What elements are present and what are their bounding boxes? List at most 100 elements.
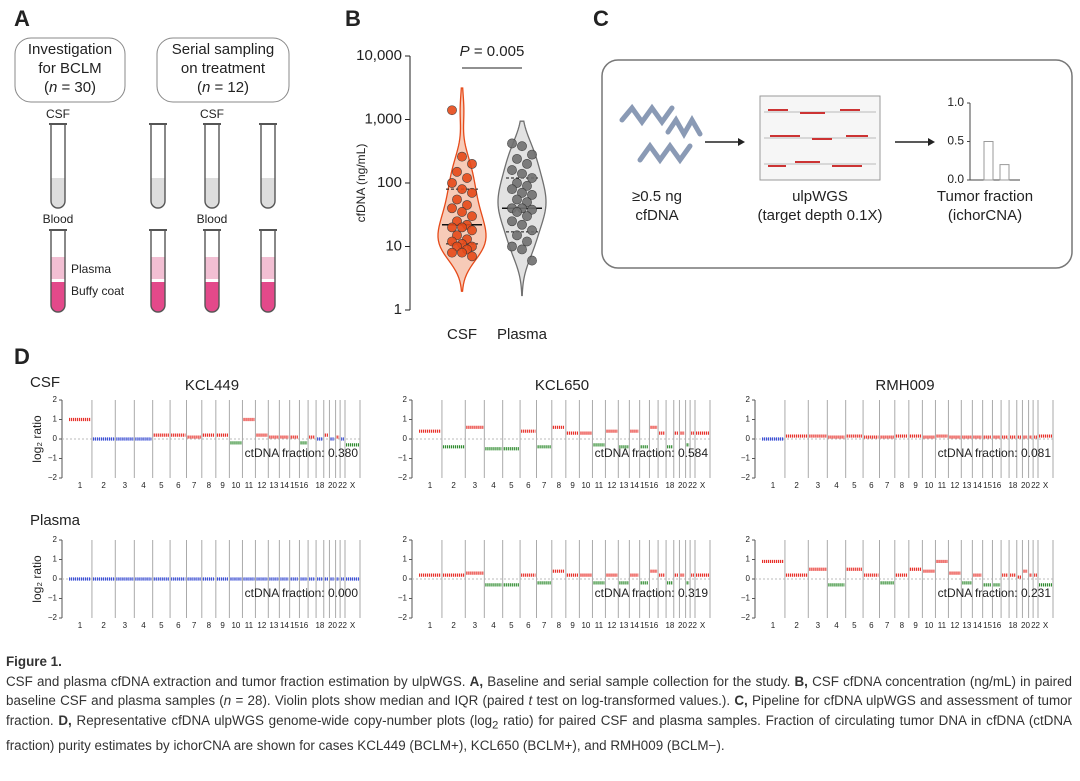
y-tick-label: 0 [53, 434, 58, 443]
tube-fluid [151, 282, 165, 312]
data-point [527, 225, 537, 236]
x-tick-label: 2 [101, 481, 106, 490]
caption-text: CSF cfDNA concentration (ng/mL) in paire… [6, 673, 1072, 709]
x-tick-label: 1 [428, 481, 433, 490]
group-n: (n = 30) [44, 79, 96, 96]
x-tick-label: 6 [869, 621, 874, 630]
annotation: ctDNA fraction: 0.081 [938, 446, 1052, 460]
data-point [512, 194, 522, 205]
y-tick-label: −1 [741, 594, 751, 603]
y-tick-label: 100 [377, 174, 402, 191]
x-tick-label: 6 [526, 621, 531, 630]
x-tick-label: 6 [176, 621, 181, 630]
text: ( [197, 79, 202, 96]
x-tick-label: 12 [950, 481, 959, 490]
data-point [517, 168, 527, 179]
x-tick-label: 15 [983, 481, 992, 490]
y-tick-label: 0 [403, 574, 408, 583]
x-tick-label: CSF [447, 326, 477, 343]
y-tick-label: −2 [741, 473, 751, 482]
x-tick-label: 3 [123, 621, 128, 630]
y-tick-label: 1 [403, 415, 408, 424]
helix [619, 103, 675, 127]
tube-fluid [261, 257, 275, 279]
x-tick-label: 18 [1008, 621, 1017, 630]
group-box [14, 37, 126, 103]
x-tick-label: 10 [924, 481, 933, 490]
data-point [457, 207, 467, 217]
x-tick-label: 15 [640, 481, 649, 490]
x-tick-label: 14 [973, 621, 982, 630]
tube-fluid [261, 178, 275, 208]
x-tick-label: 8 [207, 621, 212, 630]
text: n [49, 79, 57, 96]
x-tick-label: 16 [649, 481, 658, 490]
x-tick-label: 6 [526, 481, 531, 490]
tube-label: Blood [197, 212, 228, 226]
x-tick-label: X [700, 621, 706, 630]
y-tick-label: 0 [403, 434, 408, 443]
caption-text: = 28). Violin plots show median and IQR … [231, 693, 529, 708]
data-point [457, 184, 467, 195]
x-tick-label: 7 [885, 481, 890, 490]
data-point [527, 255, 537, 266]
data-point [457, 151, 467, 162]
x-tick-label: 16 [299, 621, 308, 630]
x-tick-label: 18 [315, 481, 324, 490]
group-title: on treatment [181, 60, 266, 77]
x-tick-label: 13 [962, 621, 971, 630]
group-n: (n = 12) [197, 79, 249, 96]
y-tick-label: 1.0 [947, 95, 964, 109]
group-title: for BCLM [38, 60, 101, 77]
y-tick-label: 0 [746, 574, 751, 583]
caption-text: 2 [492, 719, 499, 732]
x-tick-label: 13 [269, 481, 278, 490]
x-tick-label: 3 [473, 621, 478, 630]
tube-fluid [261, 279, 275, 282]
x-tick-label: 15 [640, 621, 649, 630]
y-tick-label: −2 [398, 473, 408, 482]
x-tick-label: 18 [665, 621, 674, 630]
data-point [467, 158, 477, 169]
tube-fluid [51, 178, 65, 208]
tube [150, 230, 166, 313]
y-tick-label: 0 [746, 434, 751, 443]
x-tick-label: 22 [688, 481, 697, 490]
y-tick-label: −1 [48, 594, 58, 603]
x-tick-label: 4 [491, 621, 496, 630]
data-point [507, 216, 517, 227]
data-point [447, 203, 457, 214]
y-tick-label: 1 [746, 555, 751, 564]
x-tick-label: 1 [428, 621, 433, 630]
x-tick-label: 16 [649, 621, 658, 630]
x-tick-label: 20 [1021, 621, 1030, 630]
y-tick-label: −2 [48, 473, 58, 482]
x-tick-label: 8 [900, 481, 905, 490]
x-tick-label: 9 [570, 481, 575, 490]
tube [260, 124, 276, 209]
x-tick-label: 6 [869, 481, 874, 490]
y-tick-label: 1 [746, 415, 751, 424]
x-tick-label: 13 [619, 481, 628, 490]
x-tick-label: 1 [78, 621, 83, 630]
data-point [462, 200, 472, 210]
figure: A B C D Investigation for BCLM (n = 30) … [14, 6, 1073, 630]
x-tick-label: 14 [280, 481, 289, 490]
x-tick-label: 15 [290, 481, 299, 490]
p-value: P = 0.005 [460, 43, 525, 60]
x-tick-label: X [1043, 481, 1049, 490]
x-tick-label: 7 [885, 621, 890, 630]
x-tick-label: 13 [619, 621, 628, 630]
tube-fluid [51, 257, 65, 279]
group-title: Serial sampling [172, 41, 275, 58]
tube-label: CSF [46, 107, 70, 121]
x-tick-label: 12 [607, 621, 616, 630]
x-tick-label: X [350, 621, 356, 630]
bar [999, 164, 1010, 181]
group-box [156, 37, 290, 103]
panel-label: A [14, 6, 30, 31]
tube [50, 230, 66, 313]
y-tick-label: −1 [741, 454, 751, 463]
text: = 30) [57, 79, 96, 96]
data-point [447, 247, 457, 258]
